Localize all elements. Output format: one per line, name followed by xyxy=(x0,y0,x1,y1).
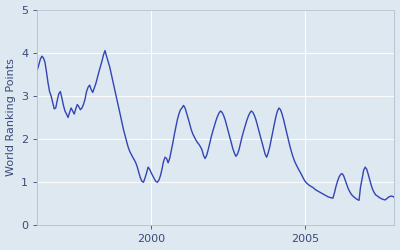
Y-axis label: World Ranking Points: World Ranking Points xyxy=(6,58,16,176)
